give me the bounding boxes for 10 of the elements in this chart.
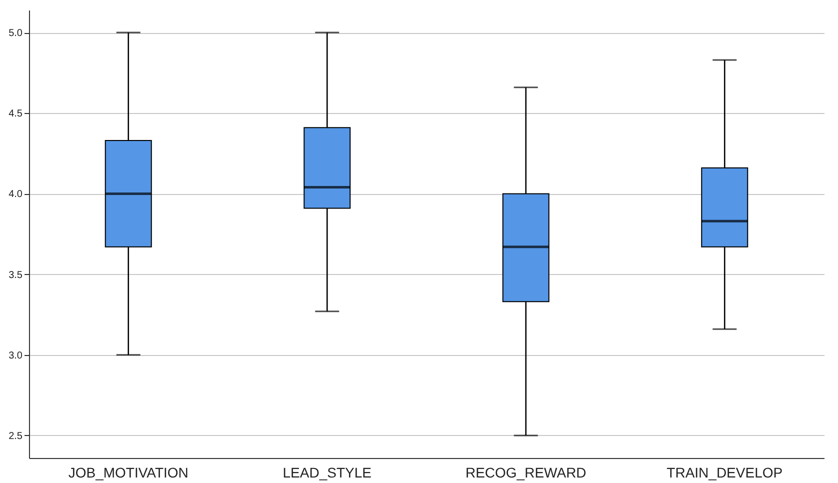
x-tick-label: RECOG_REWARD bbox=[465, 464, 586, 480]
x-tick-label: JOB_MOTIVATION bbox=[68, 464, 188, 480]
y-tick-label: 5.0 bbox=[8, 28, 23, 40]
y-tick-label: 4.5 bbox=[8, 108, 23, 120]
x-tick-label: LEAD_STYLE bbox=[282, 464, 372, 480]
y-tick-label: 4.0 bbox=[8, 189, 23, 200]
y-tick-label: 3.5 bbox=[8, 270, 23, 281]
y-tick-label: 3.0 bbox=[8, 350, 23, 362]
x-tick-label: TRAIN_DEVELOP bbox=[666, 464, 783, 480]
y-tick-label: 2.5 bbox=[8, 430, 23, 442]
